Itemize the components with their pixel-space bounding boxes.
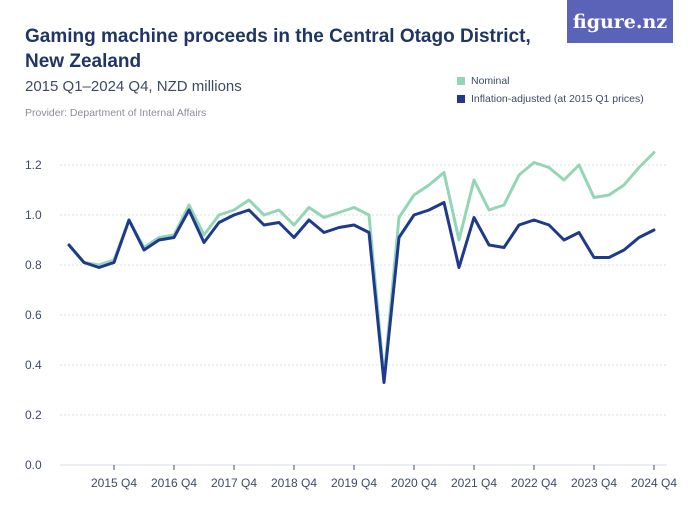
series-line-nominal [67, 151, 656, 379]
x-tick-label: 2020 Q4 [391, 476, 437, 490]
x-tick-label: 2022 Q4 [511, 476, 557, 490]
x-tick-label: 2017 Q4 [211, 476, 257, 490]
y-tick-label: 0.0 [25, 458, 42, 472]
y-tick-label: 0.8 [25, 258, 42, 272]
legend-label-adjusted: Inflation-adjusted (at 2015 Q1 prices) [471, 93, 644, 105]
legend-item-nominal: Nominal [457, 72, 644, 90]
legend-swatch-adjusted [457, 95, 465, 103]
chart-title: Gaming machine proceeds in the Central O… [25, 26, 531, 72]
series-line-inflation-adjusted [67, 201, 656, 384]
y-tick-label: 0.2 [25, 408, 42, 422]
y-tick-label: 1.0 [25, 208, 42, 222]
x-tick-label: 2019 Q4 [331, 476, 377, 490]
x-tick-label: 2016 Q4 [151, 476, 197, 490]
x-tick-label: 2024 Q4 [631, 476, 677, 490]
y-tick-label: 0.6 [25, 308, 42, 322]
y-tick-label: 1.2 [25, 158, 42, 172]
provider-note: Provider: Department of Internal Affairs [25, 107, 207, 119]
x-tick-label: 2018 Q4 [271, 476, 317, 490]
x-tick-label: 2021 Q4 [451, 476, 497, 490]
chart-subtitle: 2015 Q1–2024 Q4, NZD millions [25, 78, 242, 95]
x-tick-label: 2015 Q4 [91, 476, 137, 490]
x-tick-label: 2023 Q4 [571, 476, 617, 490]
logo-text: figure.nz [572, 10, 668, 33]
y-tick-label: 0.4 [25, 358, 42, 372]
figure-nz-logo[interactable]: figure.nz [567, 0, 673, 43]
chart-legend: Nominal Inflation-adjusted (at 2015 Q1 p… [457, 72, 644, 108]
legend-label-nominal: Nominal [471, 75, 510, 87]
legend-item-adjusted: Inflation-adjusted (at 2015 Q1 prices) [457, 90, 644, 108]
legend-swatch-nominal [457, 77, 465, 85]
